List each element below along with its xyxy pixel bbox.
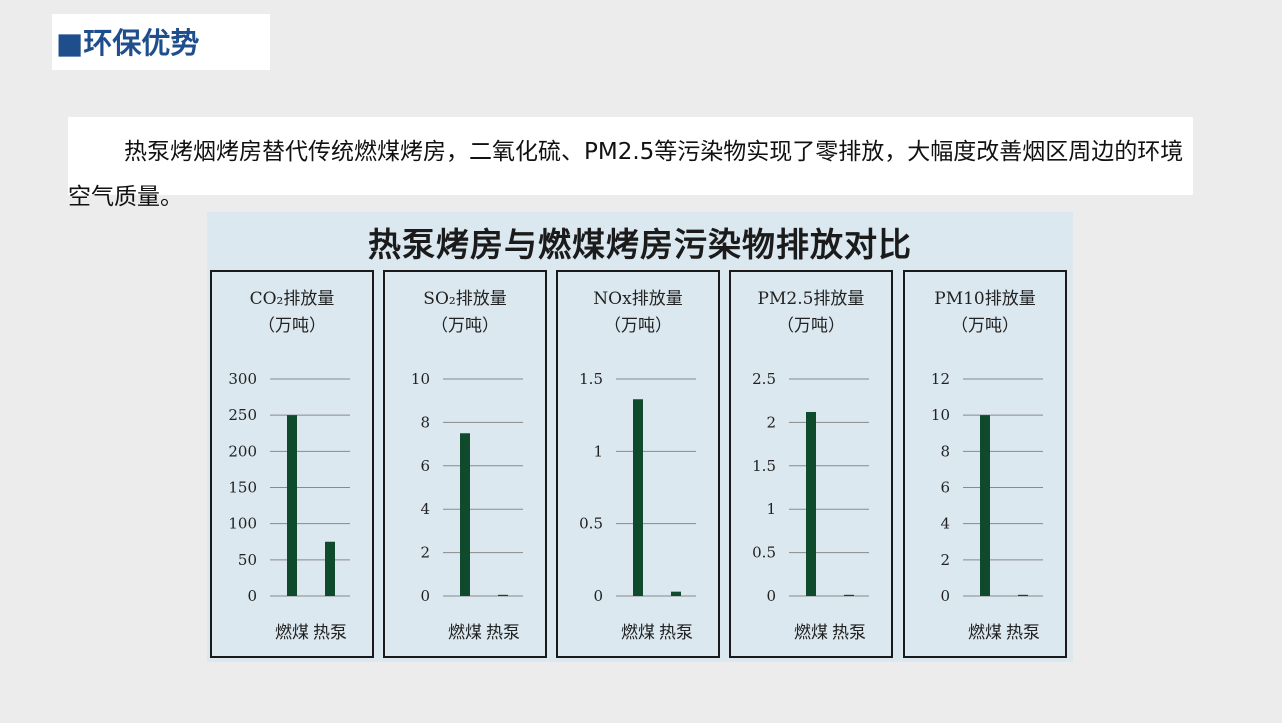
y-tick-label: 200 [228,442,257,460]
y-tick-label: 4 [420,500,430,518]
bar [806,411,816,596]
so2-bar-chart: 0 2 4 6 8 10 燃煤 热泵 [411,370,523,643]
bar [844,594,854,596]
pm25-bar-chart: 0 0.5 1 1.5 2 2.5 燃煤 热泵 [752,370,869,643]
co2-panel: CO₂排放量 （万吨） 0 50 100 150 200 250 300 燃煤 热泵 [210,270,374,658]
bar [671,591,681,596]
y-tick-label: 2 [766,413,776,431]
y-tick-label: 4 [940,515,950,533]
y-tick-label: 150 [228,479,257,497]
panel-title-main: PM2.5排放量 [757,289,865,309]
panel-title: PM10排放量 （万吨） [905,286,1065,340]
y-tick-label: 250 [228,406,257,424]
y-tick-label: 8 [940,442,950,460]
bar [1018,594,1028,596]
bar [498,594,508,596]
x-category-label: 燃煤 [275,623,309,643]
y-tick-label: 0.5 [579,515,603,533]
nox-panel: NOx排放量 （万吨） 0 0.5 1 1.5 燃煤 热泵 [556,270,720,658]
bar [325,541,335,596]
panel-title-main: SO₂排放量 [423,289,507,309]
pm25-panel: PM2.5排放量 （万吨） 0 0.5 1 1.5 2 2.5 燃煤 热泵 [729,270,893,658]
x-category-label: 热泵 [313,623,347,643]
bar [460,433,470,596]
panel-title-unit: （万吨） [431,316,499,336]
y-tick-label: 100 [228,515,257,533]
y-tick-label: 12 [931,370,950,388]
section-title: ■环保优势 [56,26,200,60]
x-category-label: 燃煤 [448,623,482,643]
y-tick-label: 2.5 [752,370,776,388]
y-tick-label: 1.5 [752,457,776,475]
panel-title-unit: （万吨） [604,316,672,336]
y-tick-label: 1 [593,442,603,460]
panel-title: CO₂排放量 （万吨） [212,286,372,340]
panel-title-unit: （万吨） [777,316,845,336]
so2-panel: SO₂排放量 （万吨） 0 2 4 6 8 10 燃煤 热泵 [383,270,547,658]
panel-title: PM2.5排放量 （万吨） [731,286,891,340]
nox-bar-chart: 0 0.5 1 1.5 燃煤 热泵 [579,370,696,643]
y-tick-label: 10 [411,370,430,388]
panel-title: SO₂排放量 （万吨） [385,286,545,340]
x-category-label: 燃煤 [794,623,828,643]
y-tick-label: 1 [766,500,776,518]
y-tick-label: 6 [420,457,430,475]
panel-title: NOx排放量 （万吨） [558,286,718,340]
bar [287,415,297,596]
co2-bar-chart: 0 50 100 150 200 250 300 燃煤 热泵 [228,370,350,643]
panel-title-main: CO₂排放量 [249,289,335,309]
y-tick-label: 1.5 [579,370,603,388]
pm10-bar-chart: 0 2 4 6 8 10 12 燃煤 热泵 [931,370,1043,643]
intro-paragraph-box [68,117,1193,195]
y-tick-label: 2 [940,551,950,569]
y-tick-label: 0 [593,587,603,605]
y-tick-label: 0 [766,587,776,605]
y-tick-label: 50 [238,551,257,569]
y-tick-label: 0.5 [752,544,776,562]
y-tick-label: 300 [228,370,257,388]
y-tick-label: 0 [247,587,257,605]
x-category-label: 热泵 [832,623,866,643]
y-tick-label: 8 [420,413,430,431]
y-tick-label: 6 [940,479,950,497]
panel-title-unit: （万吨） [951,316,1019,336]
panel-title-main: PM10排放量 [934,289,1036,309]
y-tick-label: 10 [931,406,950,424]
y-tick-label: 2 [420,544,430,562]
x-category-label: 热泵 [486,623,520,643]
bar [633,399,643,596]
y-tick-label: 0 [940,587,950,605]
panel-title-unit: （万吨） [258,316,326,336]
figure-title: 热泵烤房与燃煤烤房污染物排放对比 [368,225,912,264]
x-category-label: 燃煤 [968,623,1002,643]
intro-paragraph: 热泵烤烟烤房替代传统燃煤烤房，二氧化硫、PM2.5等污染物实现了零排放，大幅度改… [68,139,1184,210]
section-title-box: ■环保优势 [52,14,270,70]
x-category-label: 燃煤 [621,623,655,643]
x-category-label: 热泵 [1006,623,1040,643]
panel-title-main: NOx排放量 [593,289,683,309]
y-tick-label: 0 [420,587,430,605]
bar [980,415,990,596]
pm10-panel: PM10排放量 （万吨） 0 2 4 6 8 10 12 燃煤 热泵 [903,270,1067,658]
emission-comparison-figure: 热泵烤房与燃煤烤房污染物排放对比 CO₂排放量 （万吨） 0 50 100 150 20… [207,212,1073,662]
x-category-label: 热泵 [659,623,693,643]
